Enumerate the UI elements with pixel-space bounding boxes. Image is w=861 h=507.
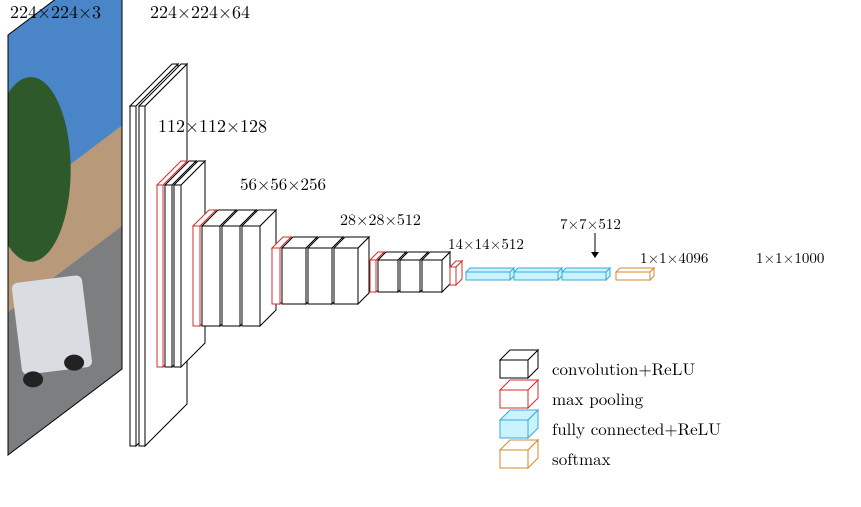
legend-swatch <box>500 410 538 438</box>
legend-label: softmax <box>552 452 611 469</box>
dim-label: 1×1×1000 <box>756 251 824 266</box>
legend-label: convolution+ReLU <box>552 362 695 379</box>
input-image <box>0 0 122 455</box>
dim-label: 28×28×512 <box>340 213 421 229</box>
legend-swatch <box>500 380 538 408</box>
dim-label: 1×1×4096 <box>640 251 708 266</box>
dim-label: 224×224×3 <box>10 4 101 22</box>
layer-block <box>562 268 610 280</box>
dim-label: 224×224×64 <box>150 4 250 22</box>
layer-block <box>514 268 562 280</box>
vgg-diagram: 224×224×3 224×224×64 112×112×128 56×56×256 2… <box>0 0 861 507</box>
dim-label: 14×14×512 <box>448 237 524 252</box>
dim-label: 56×56×256 <box>240 177 326 194</box>
layer-block <box>422 252 450 292</box>
dim-label: 7×7×512 <box>560 217 621 232</box>
legend-label: max pooling <box>552 392 644 409</box>
layer-block <box>466 268 514 280</box>
layer-block <box>450 261 462 285</box>
dim-label: 112×112×128 <box>158 118 267 136</box>
layer-block <box>242 210 276 326</box>
legend-label: fully connected+ReLU <box>552 422 721 439</box>
legend-swatch <box>500 440 538 468</box>
legend-swatch <box>500 350 538 378</box>
layer-block <box>616 268 654 280</box>
layer-block <box>334 237 369 304</box>
